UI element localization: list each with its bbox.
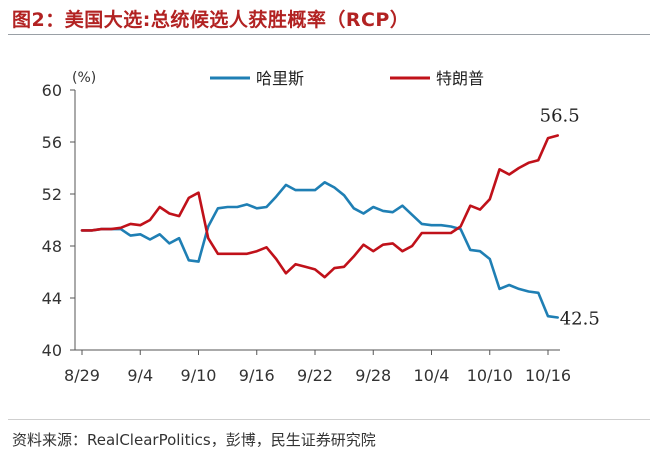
end-value-label: 56.5 (540, 106, 580, 127)
x-tick-label: 9/4 (127, 366, 153, 385)
x-tick-label: 10/4 (414, 366, 450, 385)
legend-label: 特朗普 (436, 69, 484, 88)
y-tick-label: 44 (42, 289, 62, 308)
y-unit-label: (%) (72, 70, 96, 86)
series-lines (80, 134, 560, 319)
end-labels: 42.5 56.5 (540, 106, 600, 330)
series-line-trump (80, 134, 560, 279)
title-divider (8, 34, 650, 35)
x-tick-label: 9/10 (181, 366, 217, 385)
series-line-harris (80, 181, 560, 319)
figure-title: 图2：美国大选:总统候选人获胜概率（RCP） (12, 9, 410, 31)
y-tick-label: 40 (42, 341, 62, 360)
y-tick-label: 52 (42, 185, 62, 204)
x-tick-label: 9/22 (297, 366, 333, 385)
y-tick-label: 60 (42, 81, 62, 100)
y-tick-label: 56 (42, 133, 62, 152)
end-value-label: 42.5 (560, 309, 600, 330)
x-tick-label: 8/29 (64, 366, 100, 385)
x-tick-label: 10/10 (467, 366, 513, 385)
y-tick-label: 48 (42, 237, 62, 256)
x-tick-label: 10/16 (525, 366, 571, 385)
legend: 哈里斯 特朗普 (210, 69, 484, 88)
x-tick-label: 9/28 (355, 366, 391, 385)
axes: 40 44 48 52 56 60 (%) 8/29 9/4 9/10 9/16 9/22 9/28 10… (42, 70, 571, 385)
source-note: 资料来源：RealClearPolitics，彭博，民生证券研究院 (12, 431, 376, 449)
legend-label: 哈里斯 (256, 69, 304, 88)
source-divider (8, 419, 650, 420)
x-tick-label: 9/16 (239, 366, 275, 385)
